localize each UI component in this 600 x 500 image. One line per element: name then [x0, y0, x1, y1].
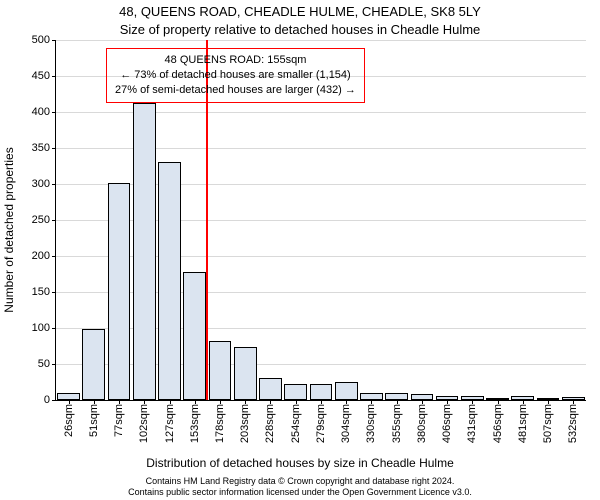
chart-container: { "title": "48, QUEENS ROAD, CHEADLE HUL…: [0, 0, 600, 500]
xtick-label: 178sqm: [214, 404, 226, 443]
histogram-bar: [108, 183, 131, 400]
histogram-bar: [209, 341, 232, 400]
bar-slot: 507sqm: [535, 40, 560, 400]
xtick-label: 254sqm: [290, 404, 302, 443]
ytick-label: 350: [32, 142, 50, 154]
histogram-bar: [158, 162, 181, 400]
histogram-bar: [385, 393, 408, 400]
xtick-label: 26sqm: [63, 404, 75, 437]
histogram-bar: [133, 103, 156, 400]
histogram-bar: [310, 384, 333, 400]
histogram-bar: [57, 393, 80, 400]
annotation-line-1: 48 QUEENS ROAD: 155sqm: [115, 53, 356, 68]
xtick-label: 77sqm: [113, 404, 125, 437]
ytick-label: 400: [32, 106, 50, 118]
bar-slot: 481sqm: [510, 40, 535, 400]
xtick-label: 51sqm: [88, 404, 100, 437]
histogram-bar: [335, 382, 358, 400]
ytick-label: 150: [32, 286, 50, 298]
bar-slot: 431sqm: [460, 40, 485, 400]
xtick-label: 102sqm: [138, 404, 150, 443]
xtick-label: 228sqm: [264, 404, 276, 443]
ytick-label: 0: [44, 394, 50, 406]
xtick-label: 127sqm: [164, 404, 176, 443]
xtick-label: 431sqm: [466, 404, 478, 443]
xtick-label: 355sqm: [391, 404, 403, 443]
histogram-bar: [234, 347, 257, 400]
bar-slot: 532sqm: [561, 40, 586, 400]
bar-slot: 456sqm: [485, 40, 510, 400]
ytick-label: 250: [32, 214, 50, 226]
plot-area: 05010015020025030035040045050026sqm51sqm…: [55, 40, 586, 401]
histogram-bar: [360, 393, 383, 400]
xtick-label: 380sqm: [416, 404, 428, 443]
xtick-label: 456sqm: [492, 404, 504, 443]
bar-slot: 51sqm: [81, 40, 106, 400]
histogram-bar: [259, 378, 282, 400]
xtick-label: 153sqm: [189, 404, 201, 443]
ytick-mark: [52, 400, 56, 401]
bar-slot: 26sqm: [56, 40, 81, 400]
ytick-label: 100: [32, 322, 50, 334]
histogram-bar: [183, 272, 206, 400]
bar-slot: 406sqm: [435, 40, 460, 400]
bar-slot: 355sqm: [384, 40, 409, 400]
x-axis-label: Distribution of detached houses by size …: [0, 456, 600, 470]
chart-subtitle: Size of property relative to detached ho…: [0, 22, 600, 37]
xtick-label: 406sqm: [441, 404, 453, 443]
xtick-label: 507sqm: [542, 404, 554, 443]
ytick-label: 50: [38, 358, 50, 370]
xtick-label: 203sqm: [239, 404, 251, 443]
xtick-label: 279sqm: [315, 404, 327, 443]
histogram-bar: [284, 384, 307, 400]
xtick-label: 330sqm: [365, 404, 377, 443]
ytick-label: 200: [32, 250, 50, 262]
ytick-label: 500: [32, 34, 50, 46]
xtick-label: 304sqm: [340, 404, 352, 443]
footer-line-2: Contains public sector information licen…: [0, 487, 600, 498]
y-axis-label: Number of detached properties: [2, 65, 16, 230]
xtick-label: 481sqm: [517, 404, 529, 443]
annotation-box: 48 QUEENS ROAD: 155sqm ← 73% of detached…: [106, 48, 365, 103]
footer-attribution: Contains HM Land Registry data © Crown c…: [0, 476, 600, 499]
xtick-label: 532sqm: [567, 404, 579, 443]
ytick-label: 450: [32, 70, 50, 82]
ytick-label: 300: [32, 178, 50, 190]
footer-line-1: Contains HM Land Registry data © Crown c…: [0, 476, 600, 487]
chart-title: 48, QUEENS ROAD, CHEADLE HULME, CHEADLE,…: [0, 4, 600, 19]
histogram-bar: [82, 329, 105, 400]
bar-slot: 380sqm: [409, 40, 434, 400]
annotation-line-3: 27% of semi-detached houses are larger (…: [115, 83, 356, 98]
annotation-line-2: ← 73% of detached houses are smaller (1,…: [115, 68, 356, 83]
